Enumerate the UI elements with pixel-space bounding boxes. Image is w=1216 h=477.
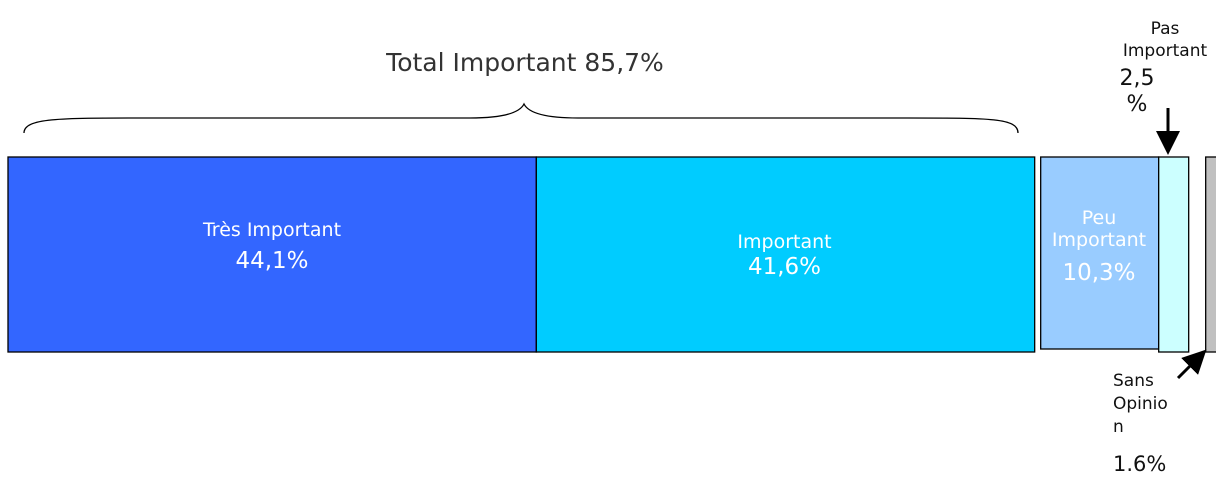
- total-important-brace: [23, 102, 1019, 134]
- sans-opinion-name-2: Opinio: [1113, 393, 1168, 414]
- important-value: 41,6%: [747, 253, 822, 280]
- sans-opinion-bar: [1205, 156, 1216, 353]
- sans-opinion-arrow: [1176, 349, 1207, 380]
- pas-important-value-1: 2,5: [1119, 66, 1155, 91]
- pas-important-name-1: Pas: [1150, 19, 1180, 39]
- important-label: Important 41,6%: [536, 231, 1033, 280]
- peu-important-value: 10,3%: [1062, 259, 1136, 286]
- sans-opinion-value: 1.6%: [1113, 452, 1167, 476]
- sans-opinion-label: Sans Opinio n: [1113, 370, 1193, 439]
- total-important-label: Total Important 85,7%: [386, 48, 664, 77]
- tres-important-bar: [7, 156, 537, 353]
- tres-important-label: Très Important 44,1%: [8, 219, 536, 274]
- peu-important-name-1: Peu: [1081, 207, 1117, 229]
- pas-important-name-2: Important: [1122, 41, 1208, 62]
- tres-important-value: 44,1%: [235, 247, 309, 274]
- pas-important-bar: [1158, 156, 1190, 353]
- tres-important-name: Très Important: [202, 219, 342, 241]
- peu-important-bar: [1040, 156, 1160, 350]
- pas-important-label: Pas Important: [1110, 18, 1216, 62]
- peu-important-name-2: Important: [1051, 228, 1147, 251]
- peu-important-label: Peu Important 10,3%: [1040, 207, 1158, 286]
- sans-opinion-name-1: Sans: [1113, 371, 1154, 391]
- pas-important-value: 2,5 %: [1112, 66, 1162, 119]
- important-name: Important: [737, 231, 832, 253]
- pas-important-value-2: %: [1126, 92, 1148, 118]
- sans-opinion-name-3: n: [1113, 416, 1124, 437]
- important-bar: [535, 156, 1036, 353]
